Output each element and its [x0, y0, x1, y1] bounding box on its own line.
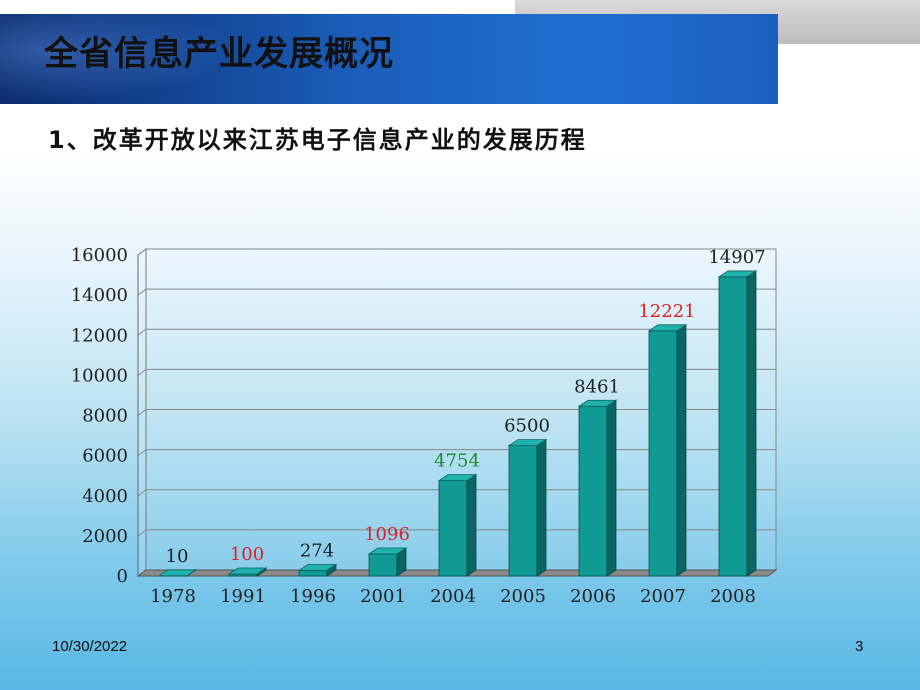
x-tick-label: 2007 [640, 586, 686, 607]
bar-side [606, 399, 617, 577]
data-label: 274 [300, 541, 334, 562]
binary-pattern-decoration [0, 14, 240, 104]
gridline-side [137, 328, 147, 336]
bar-side [536, 438, 547, 577]
slide-title: 全省信息产业发展概况 [44, 34, 394, 74]
data-label: 1096 [364, 524, 410, 545]
y-tick-label: 12000 [71, 325, 128, 346]
x-tick-label: 1991 [220, 586, 266, 607]
footer-date: 10/30/2022 [52, 638, 128, 655]
gridline-side [137, 529, 147, 537]
gridline-side [137, 489, 147, 497]
bar-top [647, 324, 688, 332]
gridline-side [137, 409, 147, 416]
bar-top [367, 547, 408, 555]
bar-top [157, 569, 198, 577]
bar-top [717, 270, 758, 278]
y-axis-ticks: 0 2000 4000 6000 8000 10000 12000 14000 16000 [71, 245, 128, 587]
bar-top [227, 567, 268, 575]
bar [368, 553, 398, 577]
x-tick-label: 1996 [290, 586, 336, 607]
y-tick-label: 16000 [71, 245, 128, 266]
bar [298, 570, 328, 577]
gridline-side [137, 449, 147, 457]
data-label: 8461 [574, 376, 620, 397]
data-label: 4754 [434, 451, 480, 472]
bar-side [676, 324, 687, 577]
bar-top [577, 399, 618, 407]
y-tick-label: 14000 [71, 285, 128, 306]
chart-bars [157, 270, 758, 577]
data-label: 6500 [504, 416, 550, 437]
bar-side [746, 270, 757, 577]
y-tick-label: 0 [117, 566, 128, 587]
data-labels: 10 100 274 1096 4754 6500 8461 12221 14907 [166, 247, 766, 567]
bar [648, 330, 678, 577]
x-tick-label: 2006 [570, 586, 616, 607]
y-tick-label: 2000 [82, 526, 128, 547]
slide-subtitle: 1、改革开放以来江苏电子信息产业的发展历程 [48, 126, 587, 154]
bar [438, 480, 468, 577]
bar [508, 445, 538, 577]
y-tick-label: 10000 [71, 365, 128, 386]
data-label: 14907 [708, 247, 765, 268]
x-axis-ticks: 1978 1991 1996 2001 2004 2005 2006 2007 2008 [150, 586, 756, 607]
x-tick-label: 2004 [430, 586, 476, 607]
bar [718, 276, 748, 577]
data-label: 12221 [638, 301, 695, 322]
page-number: 3 [855, 638, 864, 655]
x-tick-label: 1978 [150, 586, 196, 607]
gridline-side [137, 368, 147, 376]
gridline-side [137, 288, 147, 296]
bar [578, 405, 608, 577]
y-tick-label: 6000 [82, 446, 128, 467]
y-tick-label: 4000 [82, 486, 128, 507]
x-tick-label: 2001 [360, 586, 406, 607]
bar-top [507, 439, 548, 446]
data-label: 10 [166, 546, 189, 567]
bar-top [437, 474, 478, 482]
gridline-side [137, 248, 147, 256]
bar-top [297, 564, 338, 571]
title-banner [0, 14, 778, 104]
bar-side [466, 473, 477, 577]
x-tick-label: 2005 [500, 586, 546, 607]
x-tick-label: 2008 [710, 586, 756, 607]
y-tick-label: 8000 [82, 406, 128, 427]
data-label: 100 [230, 544, 264, 565]
